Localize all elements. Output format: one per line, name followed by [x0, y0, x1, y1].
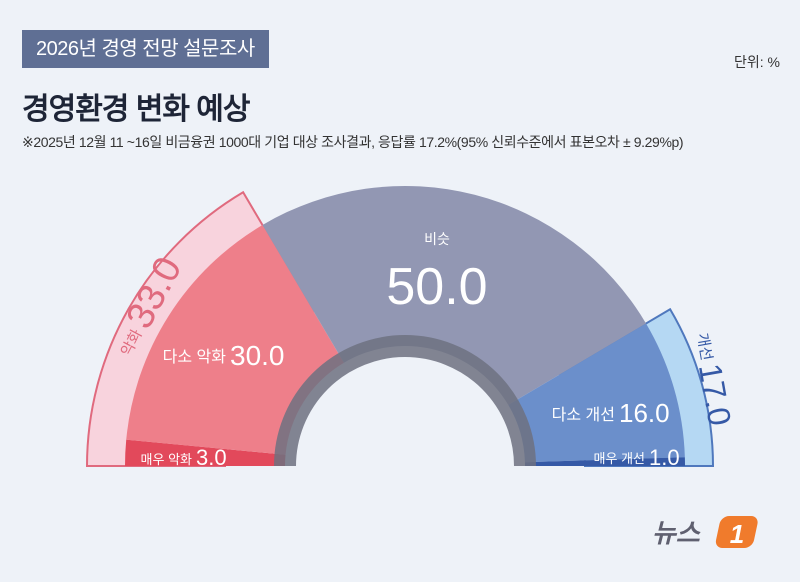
slightly-worse-label: 다소 악화: [163, 348, 227, 366]
survey-note: ※2025년 12월 11 ~16일 비금융권 1000대 기업 대상 조사결과…: [22, 134, 684, 150]
news1-logo: 뉴스 1: [652, 516, 758, 549]
better-group-label: 개선: [693, 332, 715, 362]
similar-value: 50.0: [386, 258, 487, 316]
logo-badge-number: 1: [730, 519, 744, 549]
survey-tag: 2026년 경영 전망 설문조사: [22, 30, 269, 68]
slice-slightly-better: [508, 323, 685, 463]
unit-label: 단위: %: [734, 54, 780, 70]
similar-label: 비슷: [424, 231, 450, 247]
slightly-worse-value: 30.0: [230, 340, 285, 371]
page-title: 경영환경 변화 예상: [22, 93, 250, 126]
slightly-better-value: 16.0: [619, 398, 670, 428]
logo-badge-icon: [715, 516, 758, 548]
much-worse-label: 매우 악화: [141, 452, 192, 467]
much-worse-value: 3.0: [196, 445, 227, 470]
logo-text: 뉴스: [652, 518, 701, 548]
slice-much-worse: [124, 439, 286, 466]
much-better-value: 1.0: [649, 445, 680, 470]
slice-much-better: [524, 457, 685, 466]
much-better-label: 매우 개선: [594, 451, 645, 466]
inner-arc: [274, 335, 536, 467]
slice-slightly-worse: [126, 224, 344, 455]
slightly-better-label: 다소 개선: [552, 406, 615, 424]
